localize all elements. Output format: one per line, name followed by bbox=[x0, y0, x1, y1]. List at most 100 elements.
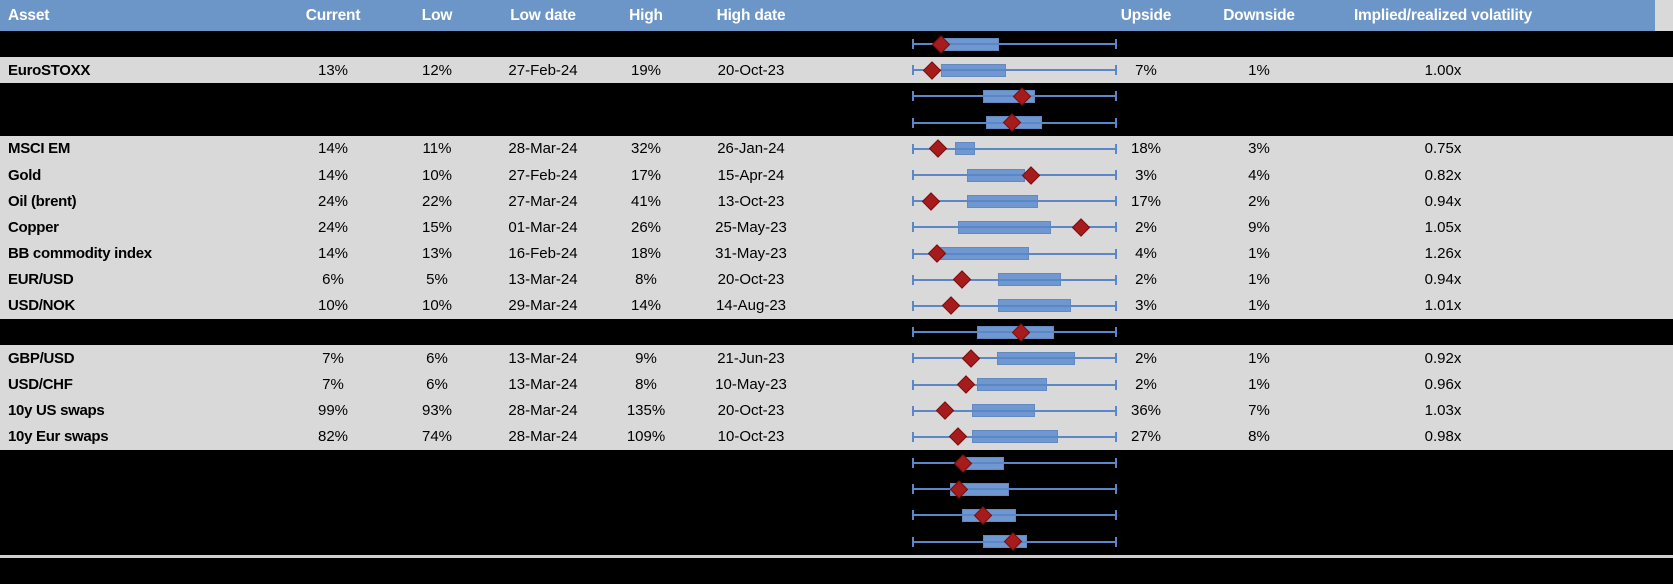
boxplot-cap-right bbox=[1115, 39, 1117, 50]
range-boxplot bbox=[912, 31, 1117, 57]
boxplot-cap-left bbox=[912, 510, 914, 521]
boxplot-whisker bbox=[912, 435, 1117, 438]
current-marker-diamond-icon bbox=[952, 270, 972, 289]
boxplot-cap-left bbox=[912, 300, 914, 311]
low-date-cell: 28-Mar-24 bbox=[508, 140, 578, 158]
ivrv-cell: 0.82x bbox=[1424, 166, 1462, 184]
boxplot-whisker bbox=[912, 462, 1117, 465]
boxplot-cap-left bbox=[912, 65, 914, 76]
high-cell: 9% bbox=[635, 349, 657, 367]
high-cell: 26% bbox=[630, 218, 662, 236]
boxplot-whisker bbox=[912, 409, 1117, 412]
boxplot-cap-left bbox=[912, 222, 914, 233]
range-boxplot bbox=[912, 162, 1117, 188]
boxplot-cap-right bbox=[1115, 327, 1117, 338]
high-cell: 109% bbox=[626, 428, 666, 446]
current-marker-diamond-icon bbox=[928, 139, 948, 159]
col-header-current: Current bbox=[305, 6, 361, 24]
high-date-cell: 10-Oct-23 bbox=[717, 428, 785, 446]
low-date-cell: 01-Mar-24 bbox=[508, 218, 578, 236]
upside-cell: 2% bbox=[1135, 349, 1157, 367]
current-cell: 7% bbox=[322, 376, 344, 394]
boxplot-cap-right bbox=[1115, 484, 1117, 495]
high-date-cell: 20-Oct-23 bbox=[717, 61, 785, 79]
redacted-row bbox=[0, 476, 1673, 503]
high-cell: 32% bbox=[630, 140, 662, 158]
low-date-cell: 29-Mar-24 bbox=[508, 297, 578, 315]
low-date-cell: 28-Mar-24 bbox=[508, 402, 578, 420]
range-boxplot bbox=[912, 529, 1117, 555]
range-boxplot bbox=[912, 502, 1117, 528]
boxplot-cap-right bbox=[1115, 458, 1117, 469]
current-cell: 7% bbox=[322, 349, 344, 367]
downside-cell: 1% bbox=[1248, 349, 1270, 367]
asset-cell: MSCI EM bbox=[8, 140, 71, 158]
high-date-cell: 25-May-23 bbox=[715, 218, 787, 236]
ivrv-cell: 1.03x bbox=[1424, 402, 1462, 420]
boxplot-cap-left bbox=[912, 458, 914, 469]
current-marker-diamond-icon bbox=[948, 427, 968, 447]
asset-cell: USD/NOK bbox=[8, 297, 76, 315]
boxplot-cap-right bbox=[1115, 117, 1117, 128]
downside-cell: 8% bbox=[1248, 428, 1270, 446]
current-marker-diamond-icon bbox=[921, 192, 941, 211]
asset-cell: 10y US swaps bbox=[8, 402, 105, 420]
ivrv-cell: 1.05x bbox=[1424, 218, 1462, 236]
downside-cell: 1% bbox=[1248, 245, 1270, 263]
boxplot-cap-right bbox=[1115, 91, 1117, 102]
table-row-gold: Gold 14% 10% 27-Feb-24 17% 15-Apr-24 3% … bbox=[0, 161, 1673, 189]
low-cell: 10% bbox=[421, 166, 453, 184]
boxplot-cap-right bbox=[1115, 379, 1117, 390]
current-cell: 24% bbox=[317, 218, 349, 236]
boxplot-cap-right bbox=[1115, 300, 1117, 311]
boxplot-whisker bbox=[912, 147, 1117, 150]
boxplot-cap-left bbox=[912, 39, 914, 50]
range-boxplot bbox=[912, 57, 1117, 83]
high-date-cell: 14-Aug-23 bbox=[715, 297, 787, 315]
current-marker-diamond-icon bbox=[1071, 218, 1091, 237]
boxplot-cap-right bbox=[1115, 170, 1117, 181]
table-row-10y-us-swaps: 10y US swaps 99% 93% 28-Mar-24 135% 20-O… bbox=[0, 397, 1673, 424]
boxplot-cap-right bbox=[1115, 536, 1117, 547]
boxplot-cap-left bbox=[912, 405, 914, 416]
low-cell: 22% bbox=[421, 192, 453, 210]
current-cell: 13% bbox=[317, 61, 349, 79]
downside-cell: 9% bbox=[1248, 218, 1270, 236]
ivrv-cell: 1.26x bbox=[1424, 245, 1462, 263]
boxplot-cap-right bbox=[1115, 65, 1117, 76]
header-corner-notch bbox=[1655, 0, 1673, 31]
low-date-cell: 13-Mar-24 bbox=[508, 271, 578, 289]
upside-cell: 27% bbox=[1130, 428, 1162, 446]
high-cell: 41% bbox=[630, 192, 662, 210]
bottom-divider bbox=[0, 554, 1673, 558]
range-boxplot bbox=[912, 83, 1117, 109]
col-header-high: High bbox=[629, 6, 663, 24]
boxplot-whisker bbox=[912, 252, 1117, 255]
range-boxplot bbox=[912, 424, 1117, 450]
boxplot-whisker bbox=[912, 304, 1117, 307]
boxplot-cap-left bbox=[912, 117, 914, 128]
asset-cell: Oil (brent) bbox=[8, 192, 77, 210]
high-cell: 19% bbox=[630, 61, 662, 79]
current-marker-diamond-icon bbox=[961, 349, 981, 368]
current-cell: 14% bbox=[317, 166, 349, 184]
table-row-copper: Copper 24% 15% 01-Mar-24 26% 25-May-23 2… bbox=[0, 214, 1673, 241]
upside-cell: 2% bbox=[1135, 271, 1157, 289]
redacted-row bbox=[0, 502, 1673, 529]
low-date-cell: 27-Mar-24 bbox=[508, 192, 578, 210]
current-marker-diamond-icon bbox=[922, 61, 942, 80]
col-header-low: Low bbox=[421, 6, 453, 24]
boxplot-cap-left bbox=[912, 536, 914, 547]
boxplot-cap-right bbox=[1115, 222, 1117, 233]
header-row: Asset Current Low Low date High High dat… bbox=[0, 0, 1673, 31]
current-cell: 99% bbox=[317, 402, 349, 420]
current-cell: 14% bbox=[317, 140, 349, 158]
redacted-row bbox=[0, 319, 1673, 346]
table-row-gbp-usd: GBP/USD 7% 6% 13-Mar-24 9% 21-Jun-23 2% … bbox=[0, 345, 1673, 372]
table-row-eurostoxx: EuroSTOXX 13% 12% 27-Feb-24 19% 20-Oct-2… bbox=[0, 57, 1673, 84]
ivrv-cell: 1.00x bbox=[1424, 61, 1462, 79]
upside-cell: 2% bbox=[1135, 218, 1157, 236]
boxplot-cap-right bbox=[1115, 353, 1117, 364]
downside-cell: 1% bbox=[1248, 271, 1270, 289]
high-date-cell: 10-May-23 bbox=[715, 376, 787, 394]
